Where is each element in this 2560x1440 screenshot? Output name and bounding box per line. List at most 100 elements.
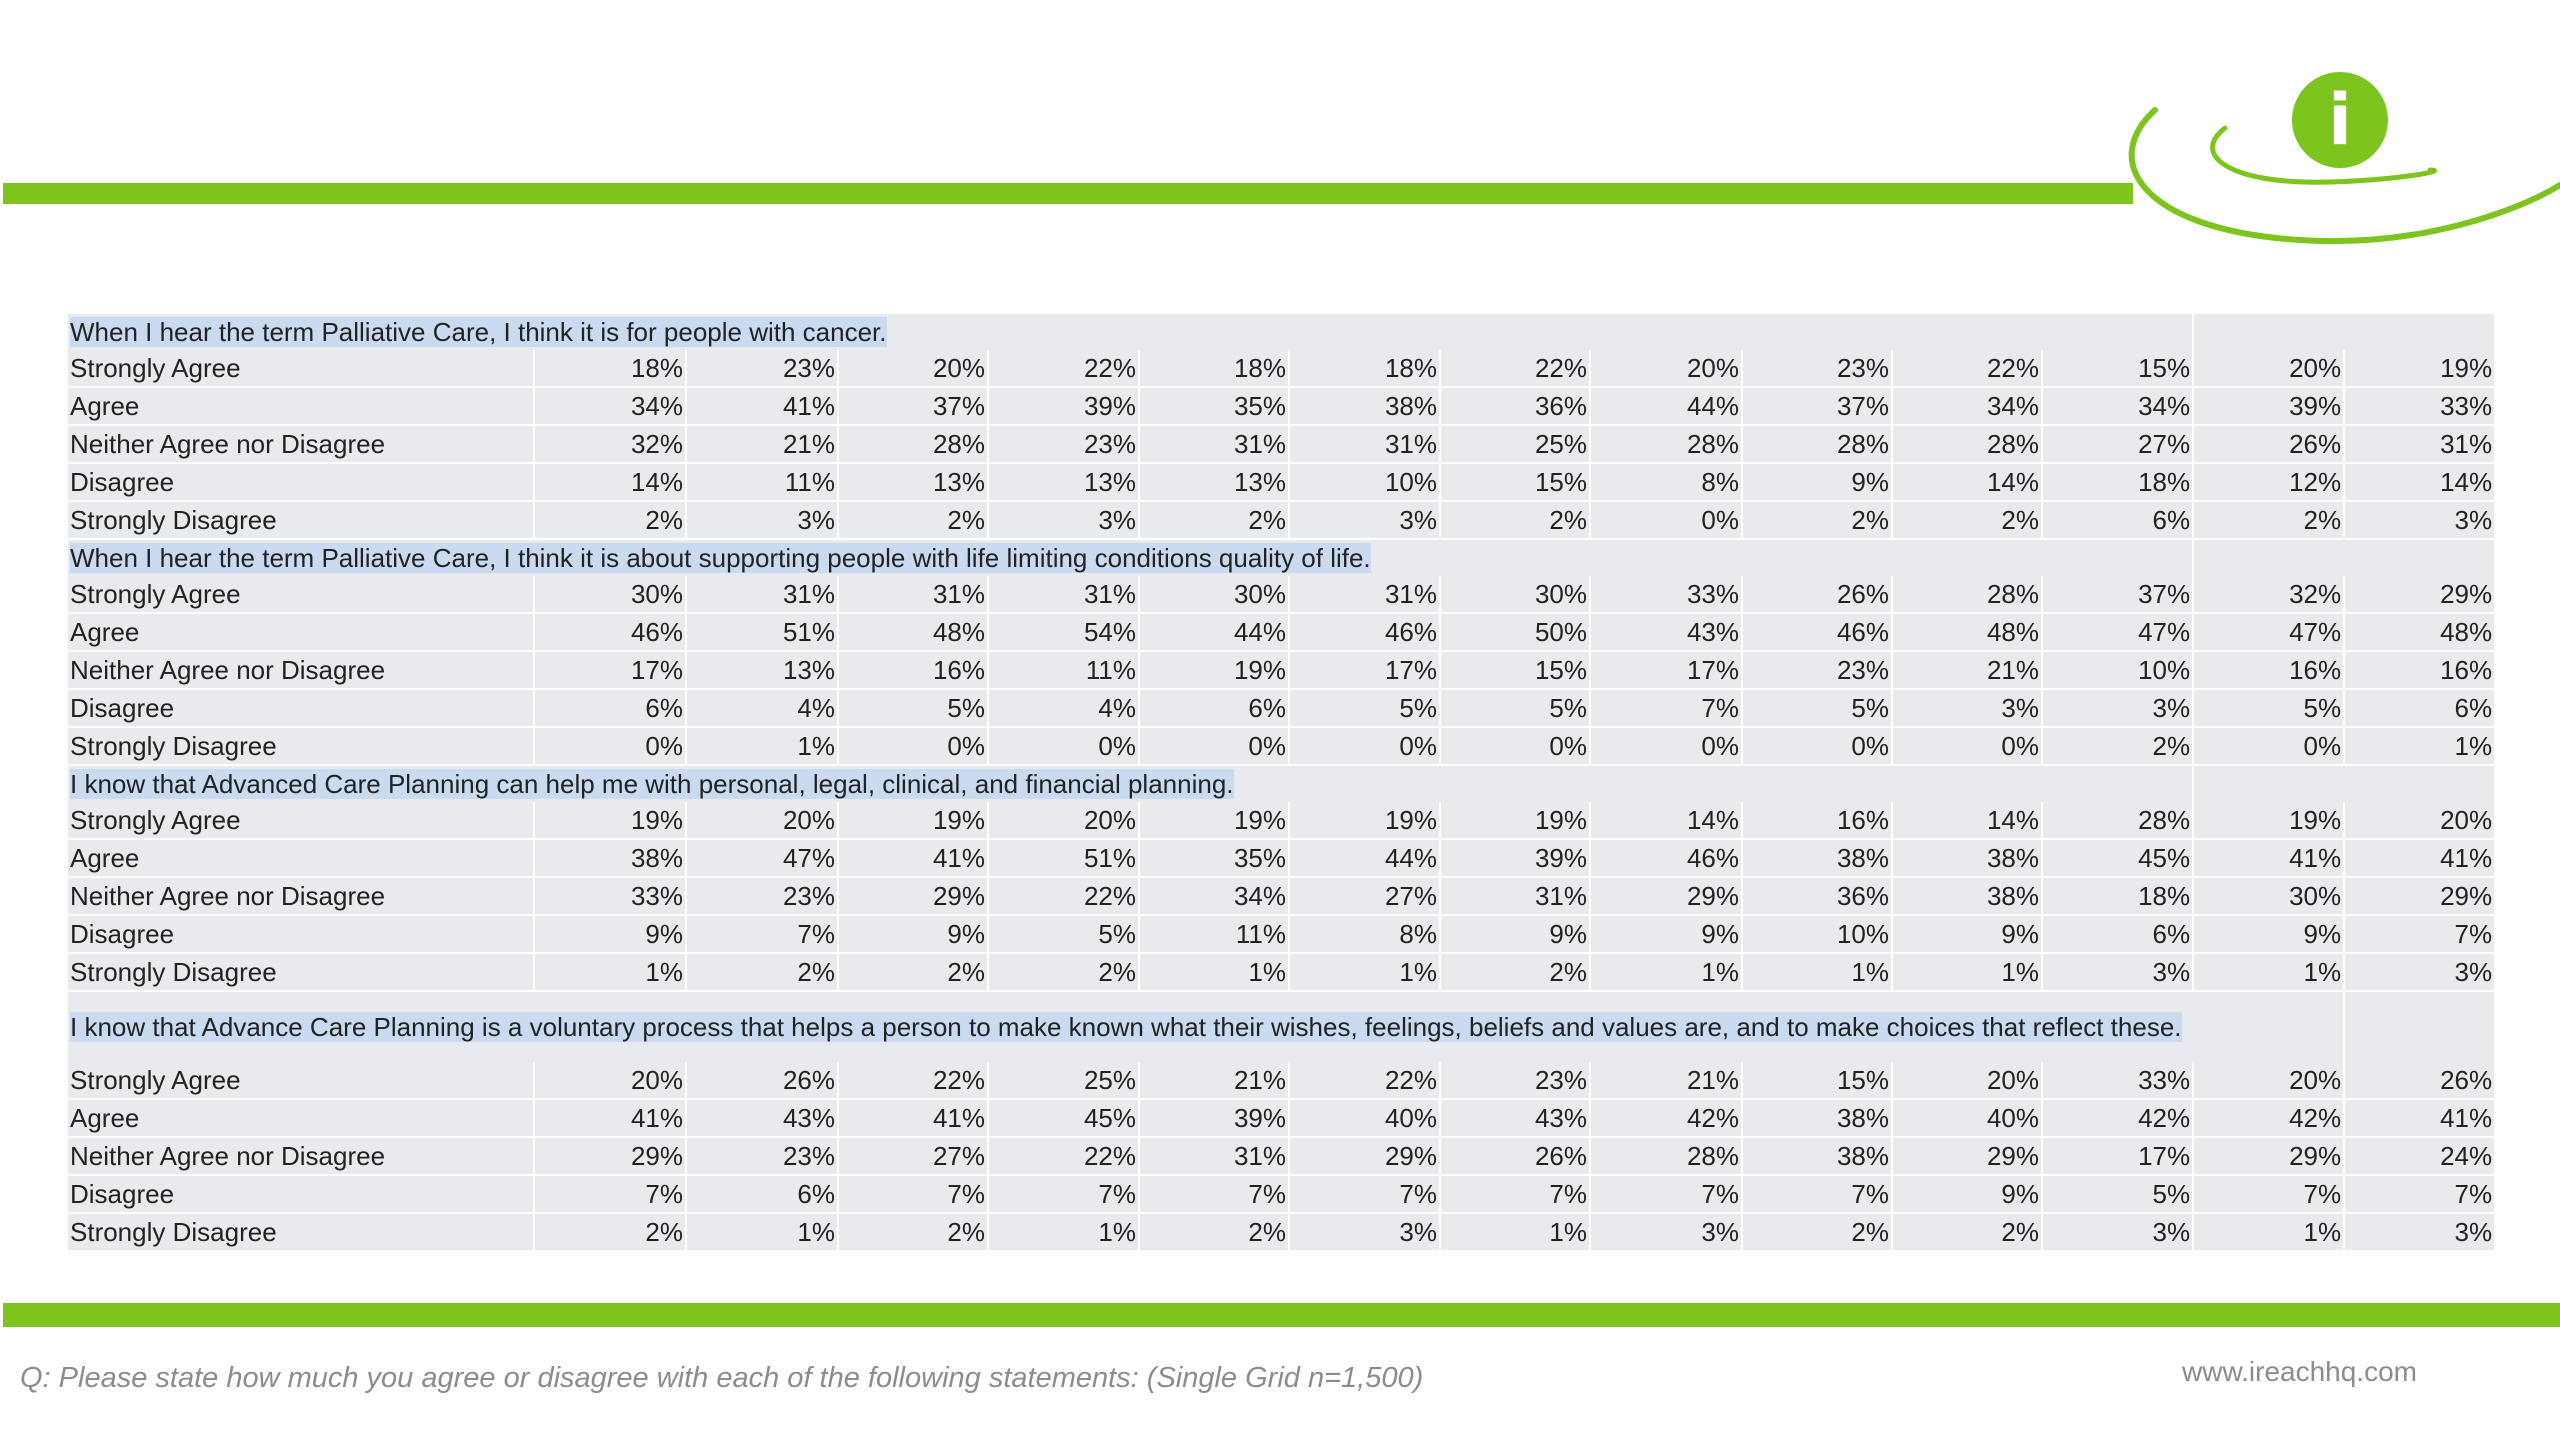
response-label: Strongly Agree [68,350,534,388]
percent-cell: 44% [1589,387,1742,426]
percent-cell: 17% [533,651,686,690]
logo-circle [2292,72,2388,168]
percent-cell: 3% [2343,953,2495,992]
table-row: Agree 46% 51% 48% 54% 44% 46% 50% 43% 46% 48% 47% 47… [68,613,2495,652]
percent-cell: 38% [1741,1099,1892,1138]
percent-cell: 15% [1439,651,1590,690]
percent-cell: 9% [2192,915,2345,954]
percent-cell: 7% [987,1175,1139,1214]
question-text: When I hear the term Palliative Care, I … [70,316,887,347]
table-row: Strongly Agree 19% 20% 19% 20% 19% 19% 19% 14% 16… [68,802,2495,840]
percent-cell: 48% [837,613,988,652]
percent-cell: 0% [1589,501,1742,540]
percent-cell: 42% [1589,1099,1742,1138]
percent-cell: 14% [1891,463,2042,502]
percent-cell: 7% [1589,689,1742,728]
percent-cell: 22% [1439,350,1590,388]
percent-cell: 33% [2343,387,2495,426]
website-link[interactable]: www.ireachhq.com [2182,1356,2417,1387]
percent-cell: 20% [987,802,1139,840]
percent-cell: 46% [533,613,686,652]
percent-cell: 40% [1288,1099,1440,1138]
percent-cell: 21% [1138,1062,1289,1100]
percent-cell: 2% [533,1213,686,1252]
percent-cell: 17% [2040,1137,2194,1176]
table-row: Agree 41% 43% 41% 45% 39% 40% 43% 42% 38% 40% 42% 42… [68,1099,2495,1138]
results-table: When I hear the term Palliative Care, I … [68,314,2495,1252]
percent-cell: 23% [1741,651,1892,690]
percent-cell: 9% [1741,463,1892,502]
percent-cell: 9% [837,915,988,954]
percent-cell: 46% [1741,613,1892,652]
percent-cell: 19% [2343,350,2495,388]
percent-cell: 23% [1439,1062,1590,1100]
percent-cell: 16% [2192,651,2345,690]
table-row: Strongly Disagree 0% 1% 0% 0% 0% 0% 0% 0% 0% 0% 2% 0… [68,727,2495,766]
percent-cell: 2% [685,953,838,992]
table-row: Agree 34% 41% 37% 39% 35% 38% 36% 44% 37% 34% 34% 39… [68,387,2495,426]
percent-cell: 2% [2040,727,2194,766]
percent-cell: 41% [2192,839,2345,878]
percent-cell: 1% [2192,953,2345,992]
percent-cell: 20% [2192,350,2345,388]
percent-cell: 31% [1288,576,1440,614]
percent-cell: 37% [1741,387,1892,426]
percent-cell: 22% [987,877,1139,916]
percent-cell: 7% [837,1175,988,1214]
percent-cell: 2% [1439,953,1590,992]
percent-cell: 0% [1589,727,1742,766]
ireach-logo: i [2128,72,2560,245]
percent-cell: 6% [533,689,686,728]
percent-cell: 18% [1138,350,1289,388]
percent-cell: 14% [1891,802,2042,840]
percent-cell: 1% [1891,953,2042,992]
percent-cell: 38% [533,839,686,878]
percent-cell: 28% [1589,425,1742,464]
percent-cell: 20% [2192,1062,2345,1100]
percent-cell: 1% [2192,1213,2345,1252]
percent-cell: 3% [2040,953,2194,992]
percent-cell: 33% [2040,1062,2194,1100]
question-filler-cell [2192,539,2495,576]
percent-cell: 54% [987,613,1139,652]
percent-cell: 0% [533,727,686,766]
percent-cell: 1% [2343,727,2495,766]
percent-cell: 3% [2343,1213,2495,1252]
percent-cell: 20% [1891,1062,2042,1100]
percent-cell: 39% [2192,387,2345,426]
percent-cell: 29% [837,877,988,916]
percent-cell: 26% [1439,1137,1590,1176]
percent-cell: 37% [837,387,988,426]
percent-cell: 38% [1891,877,2042,916]
percent-cell: 16% [2343,651,2495,690]
percent-cell: 39% [987,387,1139,426]
percent-cell: 24% [2343,1137,2495,1176]
percent-cell: 50% [1439,613,1590,652]
table-row: Strongly Agree 30% 31% 31% 31% 30% 31% 30% 33% 26… [68,576,2495,614]
percent-cell: 23% [1741,350,1892,388]
percent-cell: 11% [987,651,1139,690]
percent-cell: 11% [1138,915,1289,954]
percent-cell: 23% [685,1137,838,1176]
percent-cell: 31% [2343,425,2495,464]
response-label: Disagree [68,915,534,954]
percent-cell: 42% [2192,1099,2345,1138]
percent-cell: 16% [837,651,988,690]
percent-cell: 2% [837,501,988,540]
table-row: Strongly Disagree 2% 1% 2% 1% 2% 3% 1% 3% 2% 2% 3% 1… [68,1213,2495,1252]
percent-cell: 39% [1138,1099,1289,1138]
table-row: Neither Agree nor Disagree 33% 23% 29% 22% 34… [68,877,2495,916]
percent-cell: 0% [1138,727,1289,766]
header-accent-bar [3,183,2133,204]
logo-outer-swoosh [2128,107,2560,245]
percent-cell: 36% [1741,877,1892,916]
percent-cell: 1% [987,1213,1139,1252]
table-row: Disagree 9% 7% 9% 5% 11% 8% 9% 9% 10% 9% 6% 9% 7% [68,915,2495,954]
percent-cell: 29% [2343,877,2495,916]
percent-cell: 41% [837,839,988,878]
question-filler-cell [2192,765,2495,802]
percent-cell: 4% [987,689,1139,728]
percent-cell: 27% [1288,877,1440,916]
percent-cell: 6% [2040,501,2194,540]
percent-cell: 31% [685,576,838,614]
